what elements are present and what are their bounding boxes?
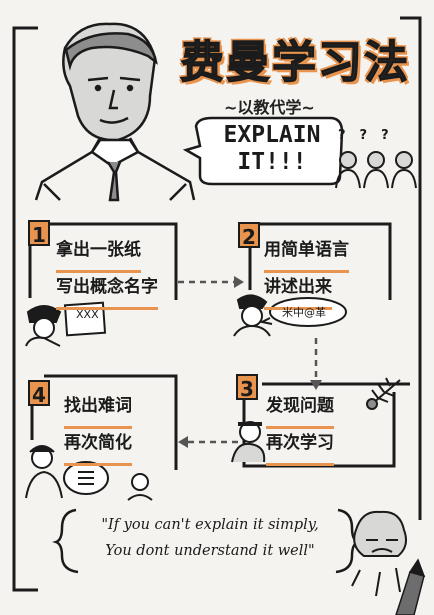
step-4-line-1: 找出难词 (64, 392, 132, 429)
marker-pen (395, 558, 426, 615)
step-4-line-2: 再次简化 (64, 429, 132, 466)
step-1-line-1: 拿出一张纸 (56, 236, 141, 273)
step-4-badge: 4 (28, 380, 50, 407)
step-1-line-2: 写出概念名字 (56, 273, 158, 310)
paper-note: XXX (76, 308, 99, 321)
question-mark-2: ? (359, 128, 382, 143)
bubble-note: 米中@革 (282, 306, 326, 319)
page-subtitle: ~以教代学~ (224, 98, 315, 117)
step-1-text: 拿出一张纸 写出概念名字 (56, 236, 158, 310)
speech-line-1: EXPLAIN (223, 122, 321, 148)
quote-line-2: You dont understand it well" (105, 543, 315, 559)
question-mark-1: ? (338, 128, 360, 143)
audience-figures (335, 151, 417, 189)
step-2-line-2: 讲述出来 (264, 273, 332, 310)
step-3-badge: 3 (236, 374, 258, 401)
person-with-list-doodle (25, 445, 153, 501)
step-2-line-1: 用简单语言 (264, 236, 349, 273)
quote-bracket (52, 508, 79, 574)
step-4-text: 找出难词 再次简化 (64, 392, 132, 466)
feynman-portrait (34, 22, 196, 202)
speech-bubble (182, 116, 344, 186)
person-speaking-doodle (233, 294, 347, 337)
question-marks: ??? (338, 128, 418, 143)
step-3-line-1: 发现问题 (266, 392, 334, 429)
step-2-text: 用简单语言 讲述出来 (264, 236, 349, 310)
step-2-badge: 2 (238, 222, 260, 249)
confused-person-doodle (231, 421, 266, 463)
step-3-text: 发现问题 再次学习 (266, 392, 334, 466)
quote-line-1: "If you can't explain it simply, (101, 517, 319, 533)
question-mark-3: ? (381, 128, 403, 143)
feynman-quote: "If you can't explain it simply, You don… (70, 512, 350, 568)
speech-text: EXPLAIN IT!!! (202, 122, 342, 184)
page-title: 费曼学习法 (179, 36, 410, 88)
step-3-line-2: 再次学习 (266, 429, 334, 466)
person-with-paper-doodle (25, 301, 107, 347)
fishbone-doodle (366, 377, 401, 410)
stressed-person-doodle (351, 510, 407, 597)
step-1-badge: 1 (28, 220, 50, 247)
speech-line-2: IT!!! (237, 149, 307, 175)
